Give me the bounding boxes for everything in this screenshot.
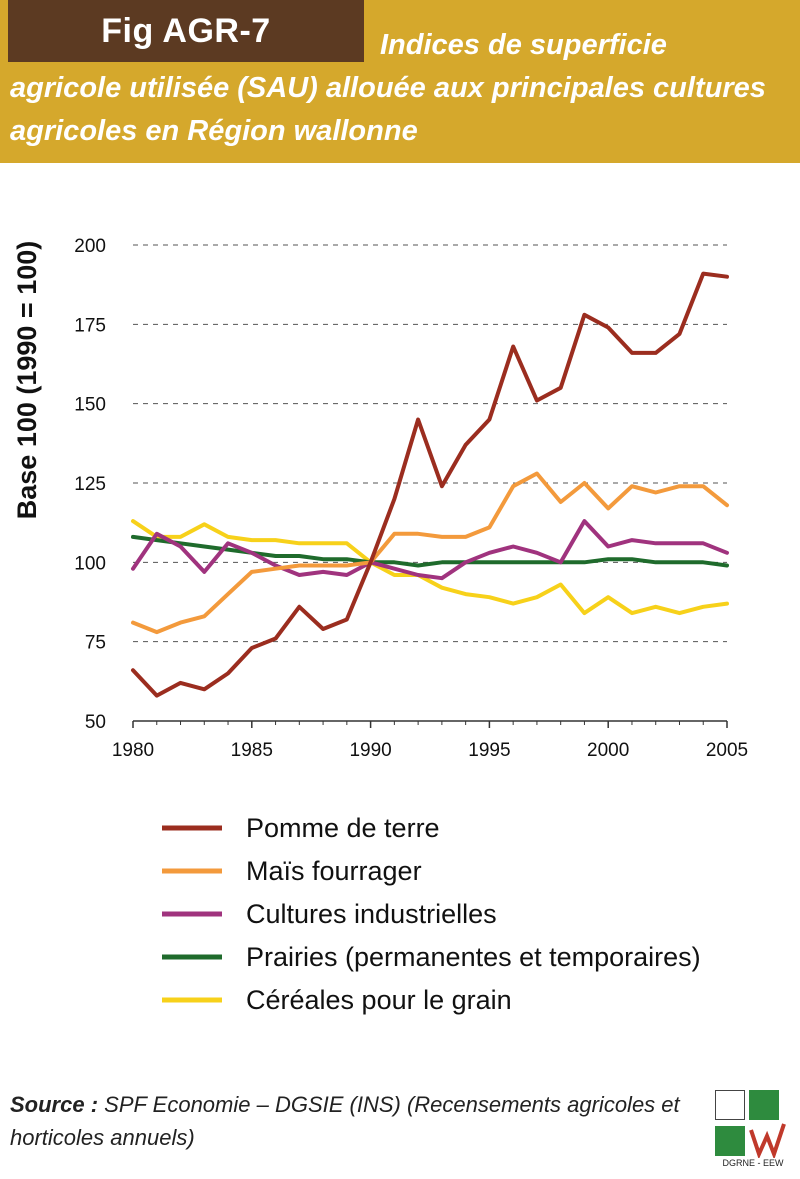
- source-text: SPF Economie – DGSIE (INS) (Recensements…: [10, 1092, 680, 1150]
- series-line-2: [131, 471, 729, 635]
- y-axis-label: Base 100 (1990 = 100): [12, 241, 42, 519]
- figure-header: Indices de superficie agricole utilisée …: [0, 0, 800, 163]
- x-tick-label: 1990: [349, 740, 391, 761]
- logo-square-top-right: [749, 1090, 779, 1120]
- series-line-3: [131, 519, 729, 581]
- x-tick-label: 1985: [231, 740, 273, 761]
- axes: 50 75 100 125 150 175 200 1980 1985 1990 1995 2000 2…: [74, 236, 748, 761]
- legend: Pomme de terre Maïs fourrager Cultures ind…: [162, 813, 701, 1015]
- legend-label: Maïs fourrager: [246, 856, 422, 886]
- source-note: Source : SPF Economie – DGSIE (INS) (Rec…: [10, 1088, 710, 1154]
- x-tick-label: 1980: [112, 740, 154, 761]
- figure-title: Indices de superficie agricole utilisée …: [10, 29, 766, 147]
- legend-label: Pomme de terre: [246, 813, 440, 843]
- logo-text: DGRNE - EEW: [722, 1158, 784, 1168]
- source-label: Source :: [10, 1092, 99, 1117]
- series-line-1: [131, 271, 729, 698]
- legend-label: Prairies (permanentes et temporaires): [246, 942, 701, 972]
- y-tick-label: 75: [85, 633, 106, 654]
- y-tick-label: 150: [74, 395, 106, 416]
- dgrne-logo: DGRNE - EEW: [713, 1086, 793, 1172]
- x-tick-label: 1995: [468, 740, 510, 761]
- y-tick-label: 175: [74, 315, 106, 336]
- y-tick-label: 50: [85, 712, 106, 733]
- y-tick-label: 125: [74, 474, 106, 495]
- logo-square-bottom-left: [715, 1126, 745, 1156]
- y-tick-label: 200: [74, 236, 106, 257]
- x-tick-label: 2000: [587, 740, 629, 761]
- chart: 50 75 100 125 150 175 200 1980 1985 1990 1995 2000 2…: [12, 236, 748, 1015]
- y-tick-label: 100: [74, 553, 106, 574]
- legend-label: Céréales pour le grain: [246, 985, 512, 1015]
- legend-label: Cultures industrielles: [246, 899, 497, 929]
- logo-w-icon: [749, 1123, 786, 1158]
- x-tick-label: 2005: [706, 740, 748, 761]
- series-lines: [131, 271, 729, 698]
- series-line-4: [131, 534, 729, 568]
- figure-label: Fig AGR-7: [8, 0, 364, 62]
- logo-square-top-left: [715, 1090, 745, 1120]
- series-line-5: [131, 519, 729, 616]
- grid-lines: [133, 244, 727, 643]
